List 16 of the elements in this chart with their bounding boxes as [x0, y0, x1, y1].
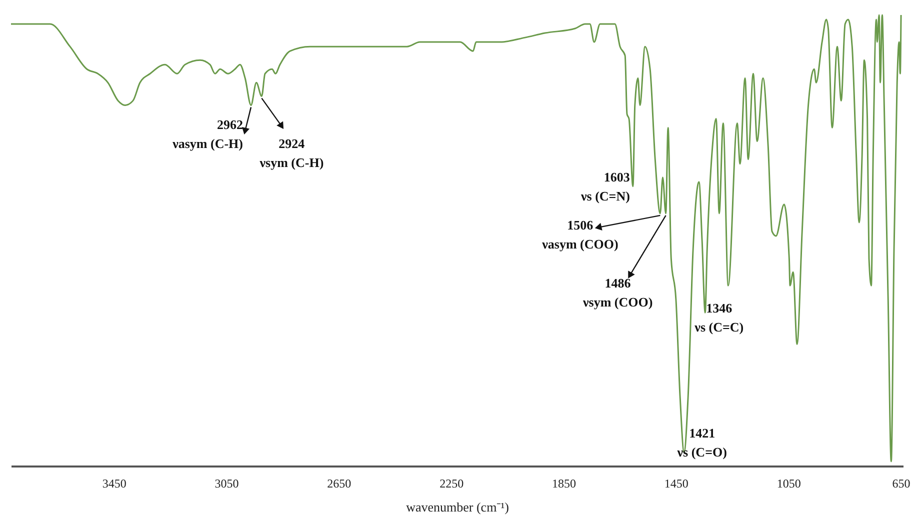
x-tick-label: 1850 [552, 476, 576, 490]
annotation: 1421 νs (C=O) [676, 425, 727, 460]
x-tick-label: 2250 [440, 476, 464, 490]
annotation: 1486 νsym (COO) [582, 275, 653, 310]
annotation: 1603 νs (C=N) [580, 169, 630, 204]
x-tick-label: 650 [892, 476, 910, 490]
x-tick-label: 3450 [102, 476, 126, 490]
annotation: 1506 νasym (COO) [541, 217, 618, 252]
x-tick-label: 2650 [327, 476, 352, 490]
x-axis-title: wavenumber (cm⁻¹) [406, 500, 509, 514]
annotation: 2924 νsym (C-H) [258, 136, 324, 170]
x-tick-label: 1450 [664, 476, 688, 490]
x-tick-label: 1050 [776, 476, 801, 490]
x-tick-label: 3050 [214, 476, 239, 490]
annotation: 1346 νs (C=C) [694, 300, 744, 335]
annotation: 2962 νasym (C-H) [172, 117, 244, 152]
